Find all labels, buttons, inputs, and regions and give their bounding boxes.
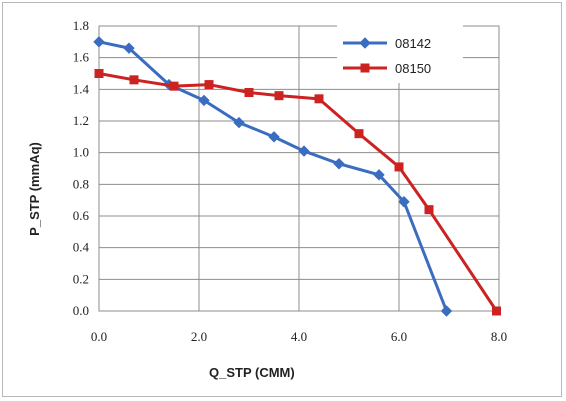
x-tick-label: 0.0	[91, 329, 107, 344]
legend-box	[337, 25, 463, 83]
series-08142	[93, 36, 453, 317]
y-tick-label: 0.6	[73, 208, 90, 223]
data-point	[354, 129, 364, 139]
data-point	[268, 131, 280, 143]
legend-label: 08150	[395, 61, 431, 76]
y-tick-label: 1.6	[73, 50, 90, 65]
data-point	[244, 88, 254, 97]
x-tick-label: 6.0	[391, 329, 407, 344]
line-chart: 0.0 0.2 0.4 0.6 0.8 1.0 1.2 1.4 1.6 1.8 0.0 2.0 4.0 6…	[27, 18, 507, 380]
data-point	[93, 36, 105, 48]
chart-frame: 0.0 0.2 0.4 0.6 0.8 1.0 1.2 1.4 1.6 1.8 0.0 2.0 4.0 6…	[2, 2, 562, 397]
data-point	[233, 116, 245, 129]
y-tick-label: 0.2	[73, 271, 89, 286]
legend-swatch-marker	[360, 63, 370, 73]
data-point	[123, 42, 135, 54]
x-axis-title: Q_STP (CMM)	[209, 365, 295, 380]
x-tick-label: 4.0	[291, 329, 307, 344]
data-point	[424, 205, 434, 215]
data-point	[204, 80, 214, 90]
y-tick-label: 0.0	[73, 303, 89, 318]
legend-entry: 08150	[343, 61, 431, 76]
legend-swatch-marker	[359, 37, 371, 49]
series-line	[98, 72, 498, 312]
y-tick-label: 1.0	[73, 145, 89, 160]
data-point	[169, 81, 179, 91]
legend-label: 08142	[395, 36, 431, 51]
data-point	[198, 94, 210, 107]
data-point	[398, 196, 410, 208]
data-point	[373, 169, 385, 181]
data-point	[333, 158, 345, 170]
series-layer	[93, 36, 501, 317]
series-08150	[94, 69, 501, 316]
y-axis-title: P_STP (mmAq)	[27, 142, 42, 236]
data-point	[274, 91, 284, 101]
data-point	[298, 145, 310, 157]
y-tick-label: 0.4	[73, 240, 90, 255]
legend-entry: 08142	[343, 36, 431, 51]
data-point	[314, 94, 324, 104]
data-point	[492, 306, 501, 316]
x-tick-label: 2.0	[191, 329, 207, 344]
data-point	[129, 75, 139, 85]
y-tick-label: 0.8	[73, 176, 89, 191]
data-point	[94, 69, 104, 78]
x-tick-label: 8.0	[491, 329, 507, 344]
legend: 08142 08150	[337, 25, 463, 83]
data-point	[440, 305, 453, 317]
y-tick-label: 1.4	[73, 81, 90, 96]
axes: 0.0 0.2 0.4 0.6 0.8 1.0 1.2 1.4 1.6 1.8 0.0 2.0 4.0 6…	[73, 18, 507, 344]
y-tick-label: 1.8	[73, 18, 89, 33]
y-tick-label: 1.2	[73, 113, 89, 128]
data-point	[394, 162, 404, 172]
